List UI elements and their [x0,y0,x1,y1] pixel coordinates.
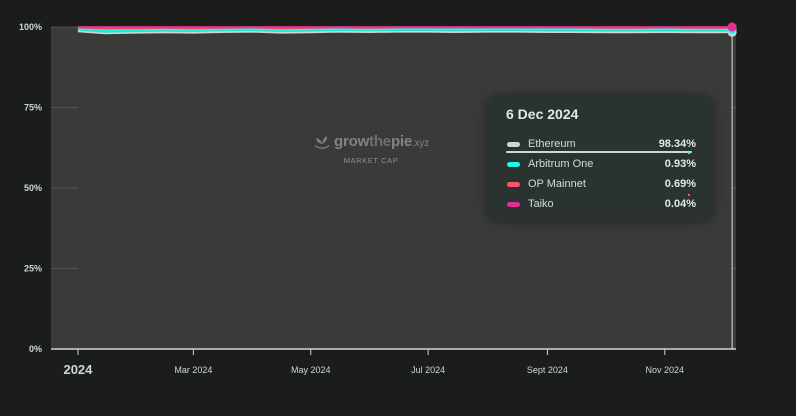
tooltip-row-op-mainnet: OP Mainnet 0.69% [506,174,702,194]
arbitrum-one-swatch [507,162,520,167]
chart-tooltip: 6 Dec 2024 Ethereum 98.34% Arbitrum One … [486,94,714,220]
y-tick-label: 50% [24,183,42,193]
y-tick-label: 25% [24,264,42,274]
ethereum-swatch [507,142,520,147]
taiko-swatch [507,202,520,207]
axes [51,349,736,355]
y-tick-label: 75% [24,103,42,113]
y-tick-label: 100% [19,22,42,32]
tooltip-series-name: Taiko [528,198,665,210]
x-tick-label: 2024 [63,362,93,377]
tooltip-row-ethereum: Ethereum 98.34% [506,134,702,154]
tooltip-row-arbitrum-one: Arbitrum One 0.93% [506,154,702,174]
x-tick-label: Jul 2024 [411,365,445,375]
x-tick-label: May 2024 [291,365,331,375]
tooltip-row-taiko: Taiko 0.04% [506,194,702,214]
y-tick-label: 0% [29,344,42,354]
x-tick-label: Mar 2024 [174,365,212,375]
x-tick-label: Nov 2024 [646,365,685,375]
tooltip-bar-marker [688,152,690,154]
tooltip-series-value: 0.69% [665,178,696,190]
tooltip-series-value: 0.04% [665,198,696,210]
hover-point-taiko [728,23,736,31]
tooltip-series-value: 0.93% [665,158,696,170]
tooltip-date: 6 Dec 2024 [506,106,702,122]
op-mainnet-swatch [507,182,520,187]
tooltip-series-name: Ethereum [528,138,659,150]
x-tick-label: Sept 2024 [527,365,568,375]
tooltip-series-name: OP Mainnet [528,178,665,190]
tooltip-series-name: Arbitrum One [528,158,665,170]
tooltip-series-value: 98.34% [659,138,696,150]
